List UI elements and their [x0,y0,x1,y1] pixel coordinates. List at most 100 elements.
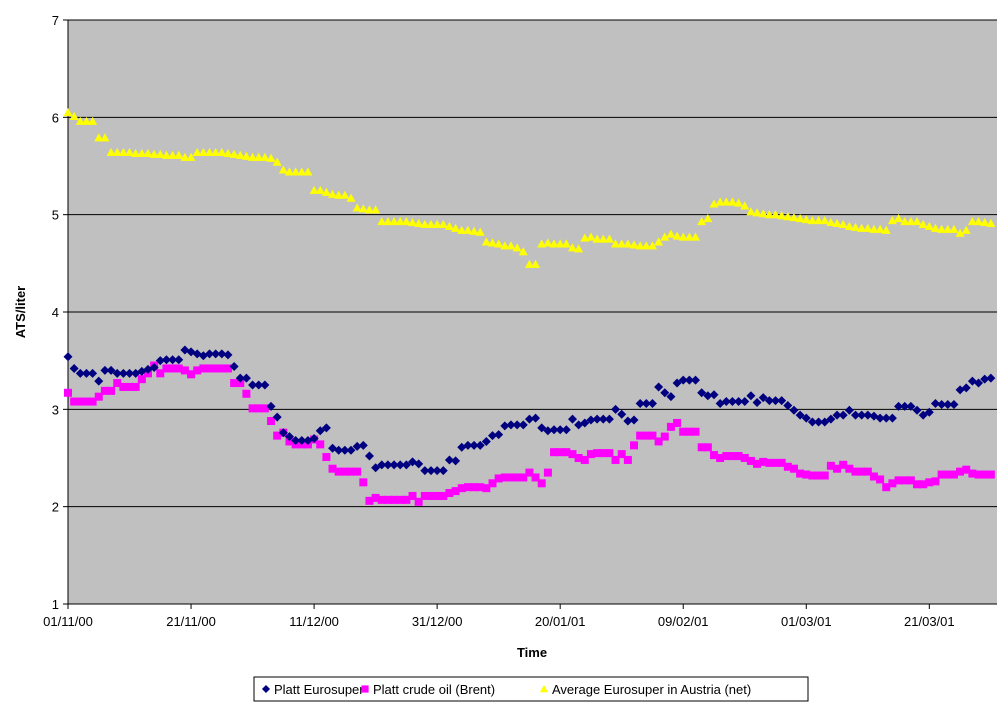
data-point [168,364,177,373]
data-point [894,214,904,223]
data-point [937,399,947,409]
data-point [758,209,768,218]
data-point [193,366,202,375]
y-tick-label: 6 [52,110,59,125]
data-point [402,495,411,504]
data-point [278,428,288,438]
data-point [568,450,577,459]
data-point [457,225,467,234]
legend: Platt Eurosuper Platt crude oil (Brent) Av… [253,676,809,702]
data-point [882,483,891,492]
data-point [968,469,977,478]
data-point [524,414,534,424]
data-point [629,240,639,249]
legend-label: Platt crude oil (Brent) [373,682,495,697]
data-point [678,232,688,241]
legend-marker [261,684,271,694]
data-point [149,149,159,158]
data-point [912,405,922,415]
data-point [795,214,805,223]
data-point [481,436,491,446]
data-point [420,491,429,500]
data-point [118,147,128,156]
data-point [783,400,793,410]
data-point [826,414,836,424]
data-point [580,455,589,464]
data-point [550,448,559,457]
data-point [980,374,990,384]
data-point [236,379,245,388]
data-point [869,224,879,233]
data-point [248,404,257,413]
data-point [475,440,485,450]
data-point [75,368,85,378]
data-point [777,458,786,467]
data-point [69,363,79,373]
data-point [518,247,528,256]
data-point [82,397,91,406]
data-point [488,431,498,441]
data-point [709,451,718,460]
data-point [850,222,860,231]
data-point [241,151,251,160]
data-point [869,472,878,481]
data-point [943,470,952,479]
data-point [334,445,344,455]
data-point [937,224,947,233]
data-point [537,479,546,488]
data-point [833,464,842,473]
data-point [734,452,743,461]
data-point [433,491,442,500]
data-point [272,157,282,166]
data-point [241,373,251,383]
data-point [764,396,774,406]
data-point [223,350,233,360]
data-point [697,216,707,226]
data-point [894,401,904,411]
data-point [260,152,270,161]
y-tick-label: 5 [52,208,59,223]
data-point [315,185,325,194]
y-tick-label: 1 [52,597,59,612]
data-point [205,147,215,156]
data-point [481,237,491,246]
data-point [371,493,380,502]
data-point [894,476,903,485]
data-point [444,455,454,465]
data-point [721,197,731,206]
data-point [796,469,805,478]
data-point [353,467,362,476]
data-point [100,365,110,375]
data-point [328,464,337,473]
data-point [88,116,98,125]
data-point [439,491,448,500]
data-point [956,467,965,476]
data-point [820,417,830,427]
data-point [377,216,387,226]
data-point [746,391,756,401]
data-point [137,375,146,384]
data-point [598,414,608,424]
data-point [863,410,873,420]
data-point [131,148,141,157]
data-point [900,476,909,485]
data-point [192,147,202,156]
data-point [820,216,830,225]
data-point [795,410,805,420]
data-point [924,221,934,230]
data-point [217,364,226,373]
series-2 [63,107,996,268]
x-tick-label: 11/12/00 [289,614,339,629]
data-point [709,390,719,400]
data-point [949,224,959,233]
x-tick-label: 31/12/00 [412,614,463,629]
data-point [118,368,128,378]
data-point [112,368,122,378]
data-point [684,375,694,385]
data-point [414,497,423,506]
y-tick-label: 7 [52,13,59,28]
data-point [334,190,344,199]
data-point [826,461,835,470]
data-point [826,217,836,227]
